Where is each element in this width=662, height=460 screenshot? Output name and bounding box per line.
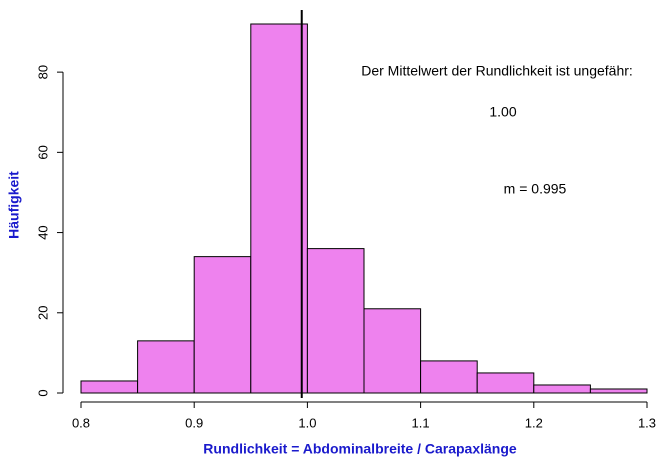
x-tick-label: 0.8 (72, 415, 90, 430)
bar (476, 372, 535, 394)
bar (80, 380, 139, 394)
annotation: 1.00 (489, 104, 516, 120)
y-tick-label: 40 (35, 225, 50, 239)
y-tick-label: 0 (35, 389, 50, 396)
x-tick-label: 1.0 (298, 415, 316, 430)
bar (589, 388, 648, 394)
bar (363, 308, 422, 394)
bar (137, 340, 195, 394)
bar (250, 23, 308, 394)
annotation: m = 0.995 (504, 181, 567, 197)
bar (193, 256, 252, 394)
y-axis-label: Häufigkeit (6, 171, 22, 239)
bar (420, 360, 478, 394)
y-tick-label: 80 (35, 65, 50, 79)
annotation: Der Mittelwert der Rundlichkeit ist unge… (361, 63, 633, 79)
x-axis-label: Rundlichkeit = Abdominalbreite / Carapax… (203, 441, 517, 457)
y-tick-label: 20 (35, 306, 50, 320)
y-tick-label: 60 (35, 145, 50, 159)
x-tick-label: 0.9 (185, 415, 203, 430)
bar (306, 248, 365, 394)
x-tick-label: 1.3 (638, 415, 656, 430)
bar (533, 384, 591, 394)
x-tick-label: 1.1 (412, 415, 430, 430)
x-tick-label: 1.2 (525, 415, 543, 430)
